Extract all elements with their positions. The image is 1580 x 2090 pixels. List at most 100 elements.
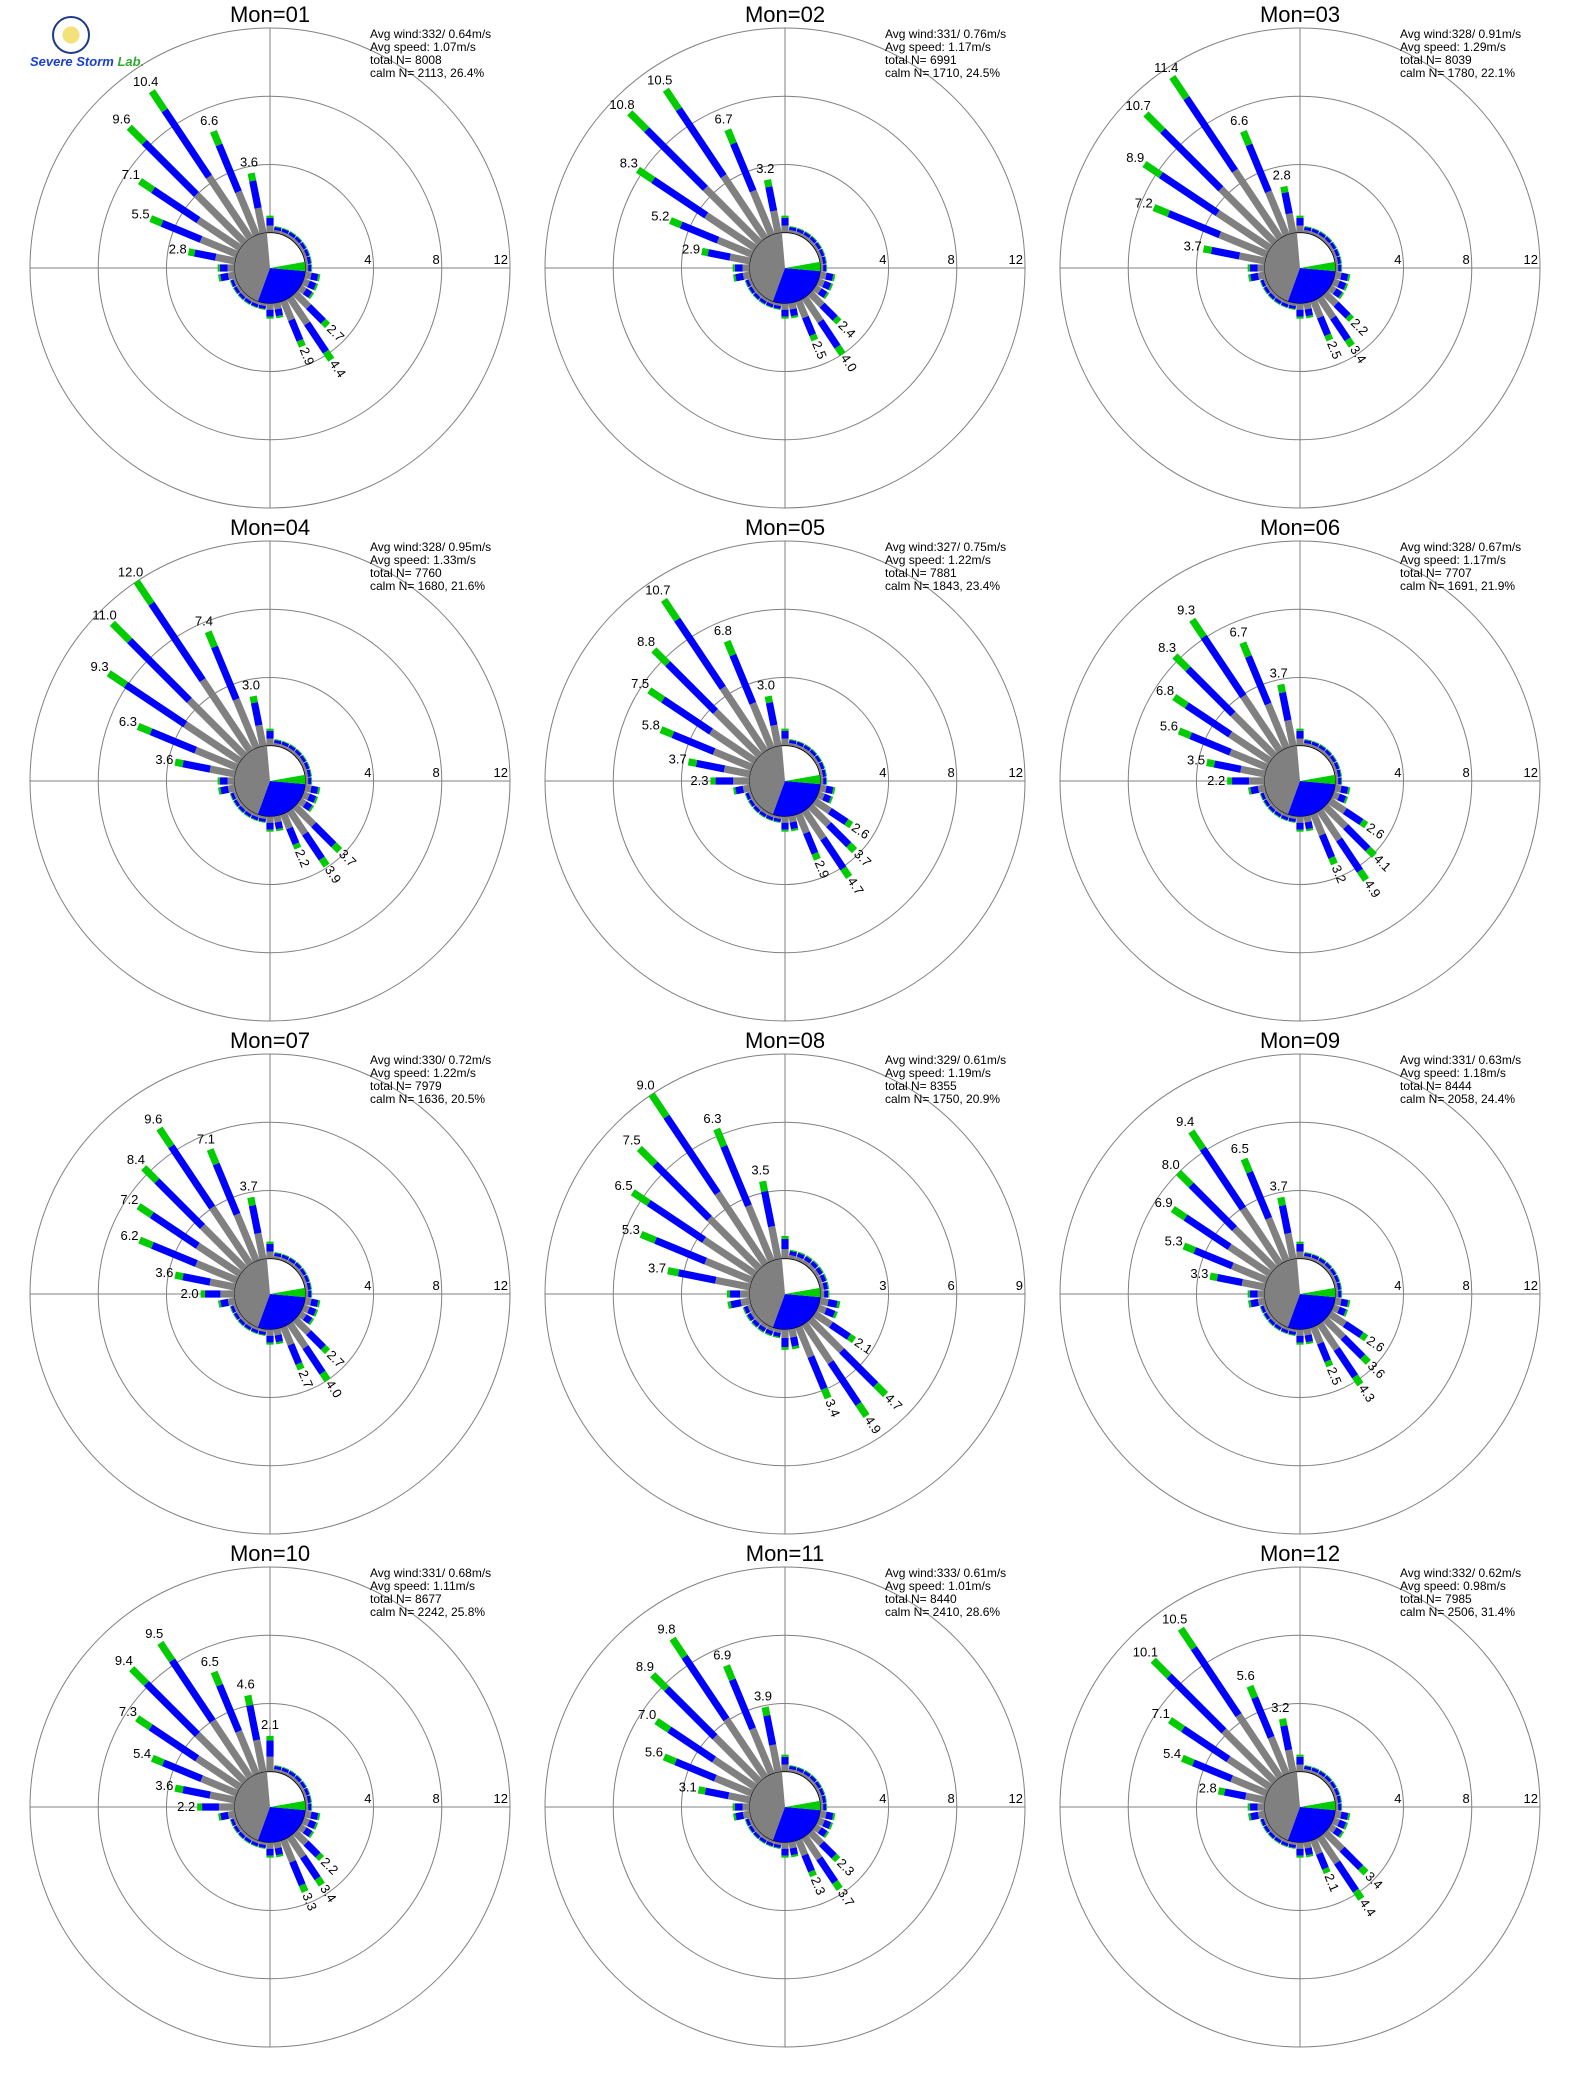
wind-petal-segment xyxy=(297,797,307,808)
wind-petal-segment xyxy=(1331,1304,1340,1314)
wind-petal-segment xyxy=(1277,683,1286,694)
wind-petal-segment xyxy=(1288,304,1297,310)
wind-petal-segment xyxy=(233,1304,239,1312)
wind-petal-segment xyxy=(136,1203,154,1219)
panel-title: Mon=05 xyxy=(745,515,825,540)
wind-petal-segment xyxy=(306,1330,326,1350)
wind-petal-segment xyxy=(1340,785,1349,795)
wind-petal-segment xyxy=(1318,744,1326,752)
wind-petal-segment xyxy=(818,1282,825,1291)
wind-petal-segment xyxy=(292,1264,300,1272)
wind-petal-segment xyxy=(302,801,313,812)
stat-total-n: total N= 8008 xyxy=(370,53,442,67)
wind-petal-segment xyxy=(1333,257,1339,265)
stat-calm-n: calm N= 2410, 28.6% xyxy=(885,1605,1000,1619)
wind-petal-segment xyxy=(812,797,832,814)
hub-sector-green xyxy=(1300,1287,1336,1298)
wind-petal-segment xyxy=(244,297,252,305)
wind-petal-segment xyxy=(1333,1810,1342,1819)
wind-petal-segment xyxy=(1304,1334,1314,1343)
wind-petal-segment xyxy=(182,760,211,773)
wind-petal-segment xyxy=(1329,1781,1337,1789)
petal-value-label: 2.3 xyxy=(690,773,708,788)
wind-petal-segment xyxy=(1213,760,1242,773)
hub-sector-gray xyxy=(234,745,270,815)
wind-petal-segment xyxy=(1285,213,1297,235)
wind-petal-segment xyxy=(303,784,312,793)
wind-petal-segment xyxy=(719,685,769,754)
wind-petal-segment xyxy=(702,185,763,246)
wind-petal-segment xyxy=(286,1321,309,1350)
wind-petal-segment xyxy=(232,698,260,750)
wind-petal-segment xyxy=(308,1318,315,1326)
hub-sector-gray xyxy=(749,745,785,815)
wind-petal-segment xyxy=(813,1260,819,1266)
wind-petal-segment xyxy=(322,349,335,362)
lab-logo: Severe Storm Lab. xyxy=(30,16,144,86)
hub-sector-green xyxy=(1300,1800,1336,1811)
wind-petal-segment xyxy=(237,1320,244,1327)
wind-petal-segment xyxy=(1263,1817,1269,1825)
wind-petal-segment xyxy=(1310,299,1324,319)
petal-value-label: 3.2 xyxy=(1271,1700,1289,1715)
wind-petal-segment xyxy=(752,294,759,301)
wind-petal-segment xyxy=(250,814,259,821)
wind-petal-segment xyxy=(1310,744,1318,750)
wind-petal-segment xyxy=(760,1321,769,1329)
wind-petal-segment xyxy=(815,1267,823,1276)
wind-petal-segment xyxy=(1280,1327,1289,1334)
wind-petal-segment xyxy=(230,1818,237,1827)
wind-petal-segment xyxy=(774,301,782,307)
wind-petal-segment xyxy=(825,1811,834,1821)
wind-petal-segment xyxy=(259,1327,267,1333)
wind-petal-segment xyxy=(707,249,731,261)
wind-petal-segment xyxy=(816,791,825,801)
wind-petal-segment xyxy=(136,723,153,736)
wind-petal-segment xyxy=(812,756,819,765)
ring-tick-label: 12 xyxy=(1524,1278,1538,1293)
wind-petal-segment xyxy=(816,763,822,771)
wind-petal-segment xyxy=(1181,1725,1231,1763)
wind-petal-segment xyxy=(280,1257,288,1263)
wind-petal-segment xyxy=(281,228,290,235)
petal-value-label: 10.7 xyxy=(645,583,670,598)
wind-petal-segment xyxy=(244,1323,252,1331)
wind-petal-segment xyxy=(1303,1252,1312,1258)
hub-sector-blue xyxy=(1287,1294,1336,1330)
wind-petal-segment xyxy=(220,785,230,795)
petal-value-label: 7.5 xyxy=(631,676,649,691)
wind-petal-segment xyxy=(644,127,708,191)
wind-petal-segment xyxy=(801,808,827,841)
wind-petal-segment xyxy=(1288,1330,1297,1336)
wind-petal-segment xyxy=(306,304,326,324)
wind-petal-segment xyxy=(1270,1316,1278,1324)
wind-petal-segment xyxy=(1333,1274,1340,1283)
wind-petal-segment xyxy=(796,1252,805,1260)
wind-petal-segment xyxy=(788,229,796,235)
wind-petal-segment xyxy=(1327,1823,1337,1834)
wind-petal-segment xyxy=(215,253,237,265)
wind-petal-segment xyxy=(1228,748,1269,771)
wind-petal-segment xyxy=(209,1205,254,1267)
ring-tick-label: 12 xyxy=(1009,1791,1023,1806)
wind-petal-segment xyxy=(303,761,310,770)
petal-value-label: 2.9 xyxy=(297,345,318,367)
stat-avg-wind: Avg wind:332/ 0.64m/s xyxy=(370,27,491,41)
wind-petal-segment xyxy=(818,257,824,265)
petal-value-label: 6.9 xyxy=(713,1647,731,1662)
wind-petal-segment xyxy=(303,1840,321,1858)
wind-petal-segment xyxy=(240,803,248,811)
wind-petal-segment xyxy=(1282,1325,1290,1331)
wind-petal-segment xyxy=(773,304,782,310)
petal-value-label: 3.6 xyxy=(155,1265,173,1280)
wind-petal-segment xyxy=(1342,1320,1364,1339)
wind-petal-segment xyxy=(297,1269,304,1278)
wind-petal-segment xyxy=(292,238,300,246)
wind-petal-segment xyxy=(1267,807,1274,814)
petal-value-label: 3.7 xyxy=(648,1261,666,1276)
wind-petal-segment xyxy=(274,1334,284,1343)
wind-petal-segment xyxy=(788,1765,797,1771)
wind-petal-segment xyxy=(765,301,774,308)
wind-petal-segment xyxy=(795,231,803,237)
